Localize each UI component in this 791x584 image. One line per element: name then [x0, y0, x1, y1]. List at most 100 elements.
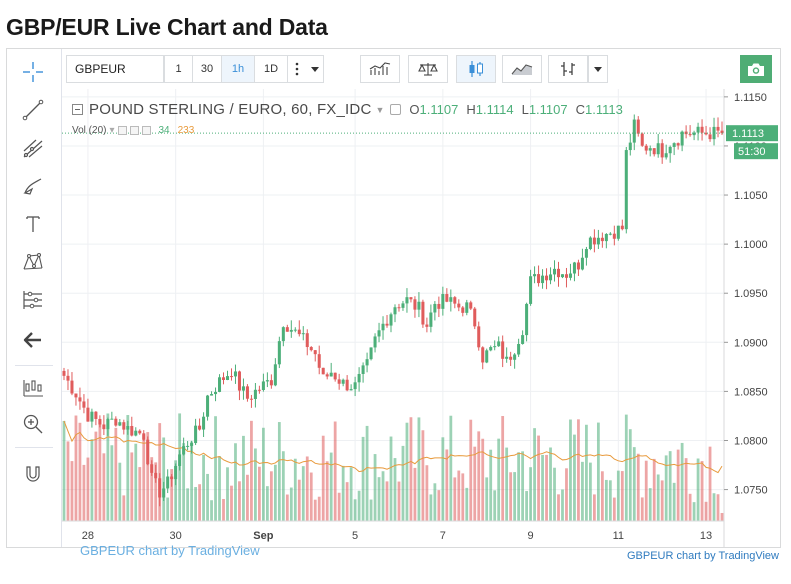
candle-body [600, 237, 604, 242]
volume-bar [485, 477, 489, 521]
measure-icon[interactable] [20, 287, 46, 313]
candle-body [529, 276, 533, 304]
candle-body [445, 294, 449, 302]
volume-bar [321, 435, 325, 521]
volume-dropdown-icon[interactable]: ▾ [109, 125, 115, 136]
compare-icon[interactable] [408, 55, 448, 83]
candle-body [337, 379, 341, 384]
symbol-search-input[interactable]: GBPEUR [66, 55, 164, 83]
volume-bar [86, 457, 90, 521]
interval-30m-button[interactable]: 30 [193, 55, 222, 83]
candle-body [178, 454, 182, 466]
time-axis-label: 30 [170, 530, 182, 542]
volume-bar [337, 492, 341, 521]
pattern-icon[interactable] [20, 249, 46, 275]
volume-visibility-icon[interactable] [117, 126, 127, 135]
candle-body [481, 347, 485, 363]
candle-body [361, 365, 365, 374]
tradingview-attribution-link[interactable]: GBPEUR chart by TradingView [626, 550, 779, 562]
volume-bar [166, 497, 170, 521]
volume-bar [297, 479, 301, 521]
text-tool-icon[interactable] [20, 211, 46, 237]
indicators-icon[interactable] [360, 55, 400, 83]
volume-bar [640, 497, 644, 521]
volume-bar [405, 422, 409, 521]
interval-dropdown-icon[interactable] [306, 55, 324, 83]
volume-settings-icon[interactable] [129, 126, 139, 135]
candle-body [437, 303, 441, 309]
volume-bar [293, 458, 297, 521]
volume-bar [142, 434, 146, 521]
candle-body [716, 126, 720, 131]
volume-bar [174, 460, 178, 521]
back-arrow-icon[interactable] [20, 327, 46, 353]
visibility-icon[interactable] [390, 104, 402, 115]
legend-collapse-icon[interactable] [72, 104, 83, 115]
time-axis-label: Sep [253, 530, 273, 542]
candle-body [656, 143, 660, 155]
candle-body [648, 148, 652, 151]
candle-body [162, 488, 166, 498]
interval-1h-button[interactable]: 1h [222, 55, 255, 83]
volume-bar [525, 491, 528, 521]
volume-bar [581, 461, 584, 521]
chart-type-dropdown-icon[interactable] [588, 55, 608, 83]
volume-bar [154, 462, 158, 521]
volume-bar [521, 451, 525, 521]
candle-series [62, 114, 724, 507]
area-style-icon[interactable] [502, 55, 542, 83]
countdown-badge [734, 143, 778, 160]
price-chart[interactable]: 1.11501.11001.10501.10001.09501.09001.08… [62, 89, 780, 547]
toolbar-divider [15, 365, 53, 366]
magnet-icon[interactable] [20, 461, 46, 487]
legend-dropdown-icon[interactable]: ▼ [375, 104, 385, 115]
volume-bar [198, 484, 201, 521]
volume-bar [652, 458, 656, 521]
chart-style-icon[interactable] [20, 375, 46, 401]
volume-bar [74, 415, 78, 521]
candle-body [612, 233, 616, 239]
crosshair-icon[interactable] [20, 59, 46, 85]
volume-bar [684, 458, 688, 521]
volume-bar [409, 417, 413, 521]
candle-body [509, 356, 513, 360]
candles-style-icon[interactable] [456, 55, 496, 83]
volume-bar [285, 494, 289, 521]
bars-style-icon[interactable] [548, 55, 588, 83]
volume-bar [676, 449, 680, 521]
volume-bar [70, 461, 74, 521]
volume-bar [413, 467, 417, 521]
volume-bar [636, 453, 640, 521]
trend-line-icon[interactable] [20, 97, 46, 123]
pitchfork-icon[interactable] [20, 135, 46, 161]
more-intervals-icon[interactable] [288, 55, 306, 83]
candle-body [704, 132, 708, 135]
candle-body [214, 391, 218, 395]
interval-1d-button[interactable]: 1D [255, 55, 288, 83]
camera-snapshot-button[interactable] [740, 55, 772, 83]
candle-body [102, 424, 106, 430]
volume-remove-icon[interactable] [141, 126, 151, 135]
candle-body [110, 418, 114, 420]
candle-body [433, 303, 437, 313]
volume-bar [214, 416, 217, 521]
candle-body [86, 407, 90, 422]
chart-area[interactable]: 1.11501.11001.10501.10001.09501.09001.08… [62, 89, 780, 558]
volume-bar [329, 452, 333, 521]
zoom-in-icon[interactable] [20, 411, 46, 437]
candle-body [521, 335, 525, 344]
candle-body [309, 347, 313, 351]
legend-open: O1.1107 [409, 102, 459, 117]
series-title: POUND STERLING / EURO, 60, FX_IDC [89, 101, 372, 118]
brush-icon[interactable] [20, 173, 46, 199]
interval-1m-button[interactable]: 1 [164, 55, 193, 83]
volume-bar [441, 437, 445, 521]
candle-body [210, 394, 214, 396]
candle-body [329, 372, 333, 377]
candle-body [537, 274, 541, 284]
time-axis-label: 9 [528, 530, 534, 542]
legend-high: H1.1114 [466, 102, 514, 117]
candle-body [74, 393, 78, 398]
volume-bar [473, 446, 477, 521]
price-axis-label: 1.0800 [734, 435, 768, 447]
